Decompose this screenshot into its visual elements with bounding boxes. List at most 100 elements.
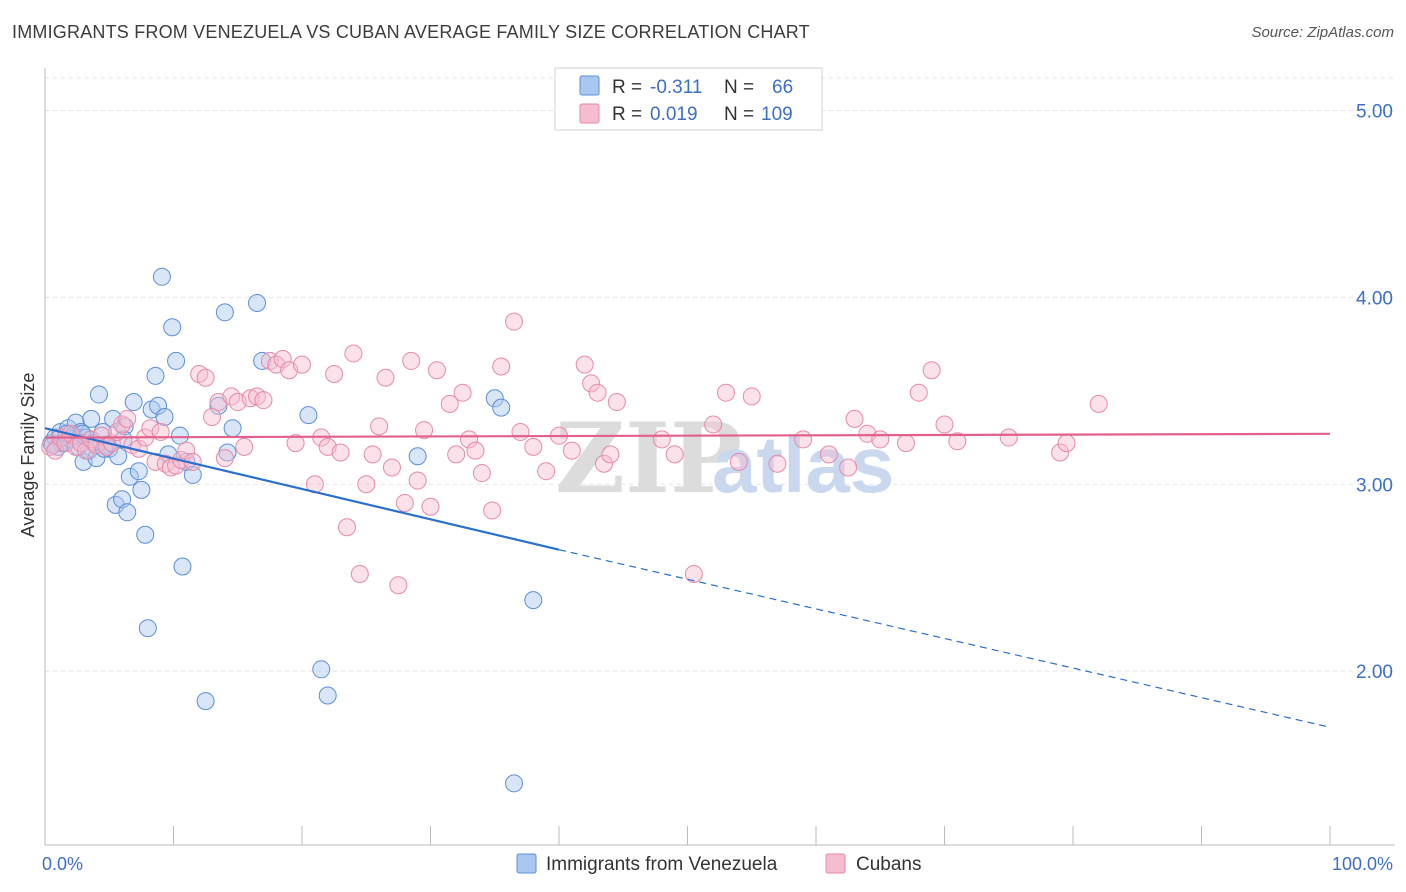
chart-source: Source: ZipAtlas.com	[1251, 24, 1394, 41]
cubans-point	[704, 415, 723, 434]
venezuela-point	[215, 303, 234, 322]
legend-r-label-venezuela: R =	[612, 77, 642, 98]
cubans-point	[1089, 394, 1108, 413]
cubans-point	[203, 407, 222, 426]
venezuela-point	[223, 419, 242, 438]
venezuela-point	[155, 407, 174, 426]
venezuela-point	[505, 774, 524, 793]
y-tick-labels: 2.00 3.00 4.00 5.00	[1356, 101, 1393, 683]
legend-n-value-cubans: 109	[761, 104, 793, 125]
venezuela-point	[124, 393, 143, 412]
venezuela-trend-line	[44, 427, 560, 551]
venezuela-point	[196, 692, 215, 711]
cubans-point	[389, 576, 408, 595]
venezuela-point	[118, 503, 137, 522]
venezuela-point	[485, 389, 504, 408]
venezuela-point	[129, 462, 148, 481]
cubans-point	[896, 434, 915, 453]
cubans-point	[421, 497, 440, 516]
cubans-point	[440, 394, 459, 413]
venezuela-point	[299, 406, 318, 425]
cubans-point	[293, 355, 311, 374]
cubans-point	[794, 430, 813, 449]
legend-top: R = -0.311 N = 66 R = 0.019 N = 109	[554, 67, 823, 131]
venezuela-point	[209, 396, 228, 415]
cubans-point	[357, 475, 376, 494]
cubans-point	[350, 564, 369, 583]
cubans-point	[118, 409, 137, 428]
venezuela-point	[248, 293, 267, 312]
venezuela-point	[170, 426, 189, 445]
y-tick-label-3: 3.00	[1356, 475, 1393, 496]
cubans-point	[427, 361, 446, 380]
cubans-point	[717, 383, 736, 402]
y-tick-label-4: 4.00	[1356, 288, 1393, 309]
venezuela-point	[120, 467, 139, 486]
cubans-point	[196, 368, 215, 387]
cubans-point	[524, 437, 543, 456]
cubans-point	[729, 452, 748, 471]
cubans-point	[331, 443, 350, 462]
cubans-point	[466, 441, 485, 460]
venezuela-point	[524, 591, 543, 610]
legend-r-value-venezuela: -0.311	[650, 77, 702, 98]
cubans-point	[588, 383, 607, 402]
venezuela-point	[87, 449, 106, 468]
cubans-point	[325, 365, 344, 383]
cubans-point	[415, 421, 434, 440]
grid-lines	[45, 77, 1395, 672]
venezuela-point	[136, 525, 155, 544]
cubans-point	[505, 312, 524, 331]
cubans-point	[922, 361, 941, 380]
cubans-point	[177, 441, 196, 460]
legend-n-label-cubans: N =	[724, 104, 754, 125]
cubans-point	[511, 422, 530, 441]
venezuela-point	[318, 686, 337, 705]
cubans-point	[909, 383, 928, 402]
cubans-point	[344, 344, 363, 363]
cubans-point	[652, 430, 671, 449]
x-tick-label-0: 0.0%	[42, 854, 83, 874]
venezuela-point	[173, 557, 192, 576]
venezuela-point	[253, 351, 272, 370]
y-tick-label-5: 5.00	[1356, 101, 1393, 122]
venezuela-point	[408, 447, 427, 466]
cubans-point	[601, 445, 620, 464]
y-axis-label: Average Family Size	[18, 373, 38, 538]
cubans-point	[337, 518, 356, 537]
cubans-point	[483, 501, 502, 520]
venezuela-point	[167, 351, 186, 370]
venezuela-point	[312, 660, 331, 679]
cubans-point	[948, 432, 967, 451]
venezuela-point	[149, 396, 168, 415]
cubans-point	[665, 445, 684, 464]
cubans-point	[575, 355, 594, 374]
cubans-point	[363, 445, 382, 464]
venezuela-point	[152, 267, 171, 286]
cubans-point	[447, 445, 466, 464]
legend-r-label-cubans: R =	[612, 104, 642, 125]
cubans-point	[167, 456, 186, 475]
cubans-point	[594, 454, 613, 473]
cubans-point	[607, 393, 626, 412]
cubans-point	[845, 409, 864, 428]
cubans-point	[1051, 443, 1070, 462]
cubans-point	[376, 368, 395, 387]
series-venezuela-points	[42, 267, 543, 793]
cubans-point	[77, 441, 96, 460]
venezuela-point	[163, 318, 182, 337]
bottom-legend-swatch-venezuela	[516, 853, 537, 874]
venezuela-point	[138, 619, 157, 638]
cubans-point	[1057, 434, 1076, 453]
trend-lines	[44, 427, 1331, 728]
cubans-point	[286, 434, 305, 453]
venezuela-point	[492, 398, 511, 417]
legend-r-value-cubans: 0.019	[650, 104, 698, 125]
cubans-point	[819, 445, 838, 464]
bottom-legend-label-venezuela: Immigrants from Venezuela	[546, 854, 778, 875]
cubans-point	[273, 350, 292, 369]
legend-bottom: Immigrants from Venezuela Cubans	[516, 853, 922, 875]
bottom-legend-swatch-cubans	[825, 853, 846, 874]
cubans-point	[453, 383, 472, 402]
cubans-point	[768, 454, 787, 473]
